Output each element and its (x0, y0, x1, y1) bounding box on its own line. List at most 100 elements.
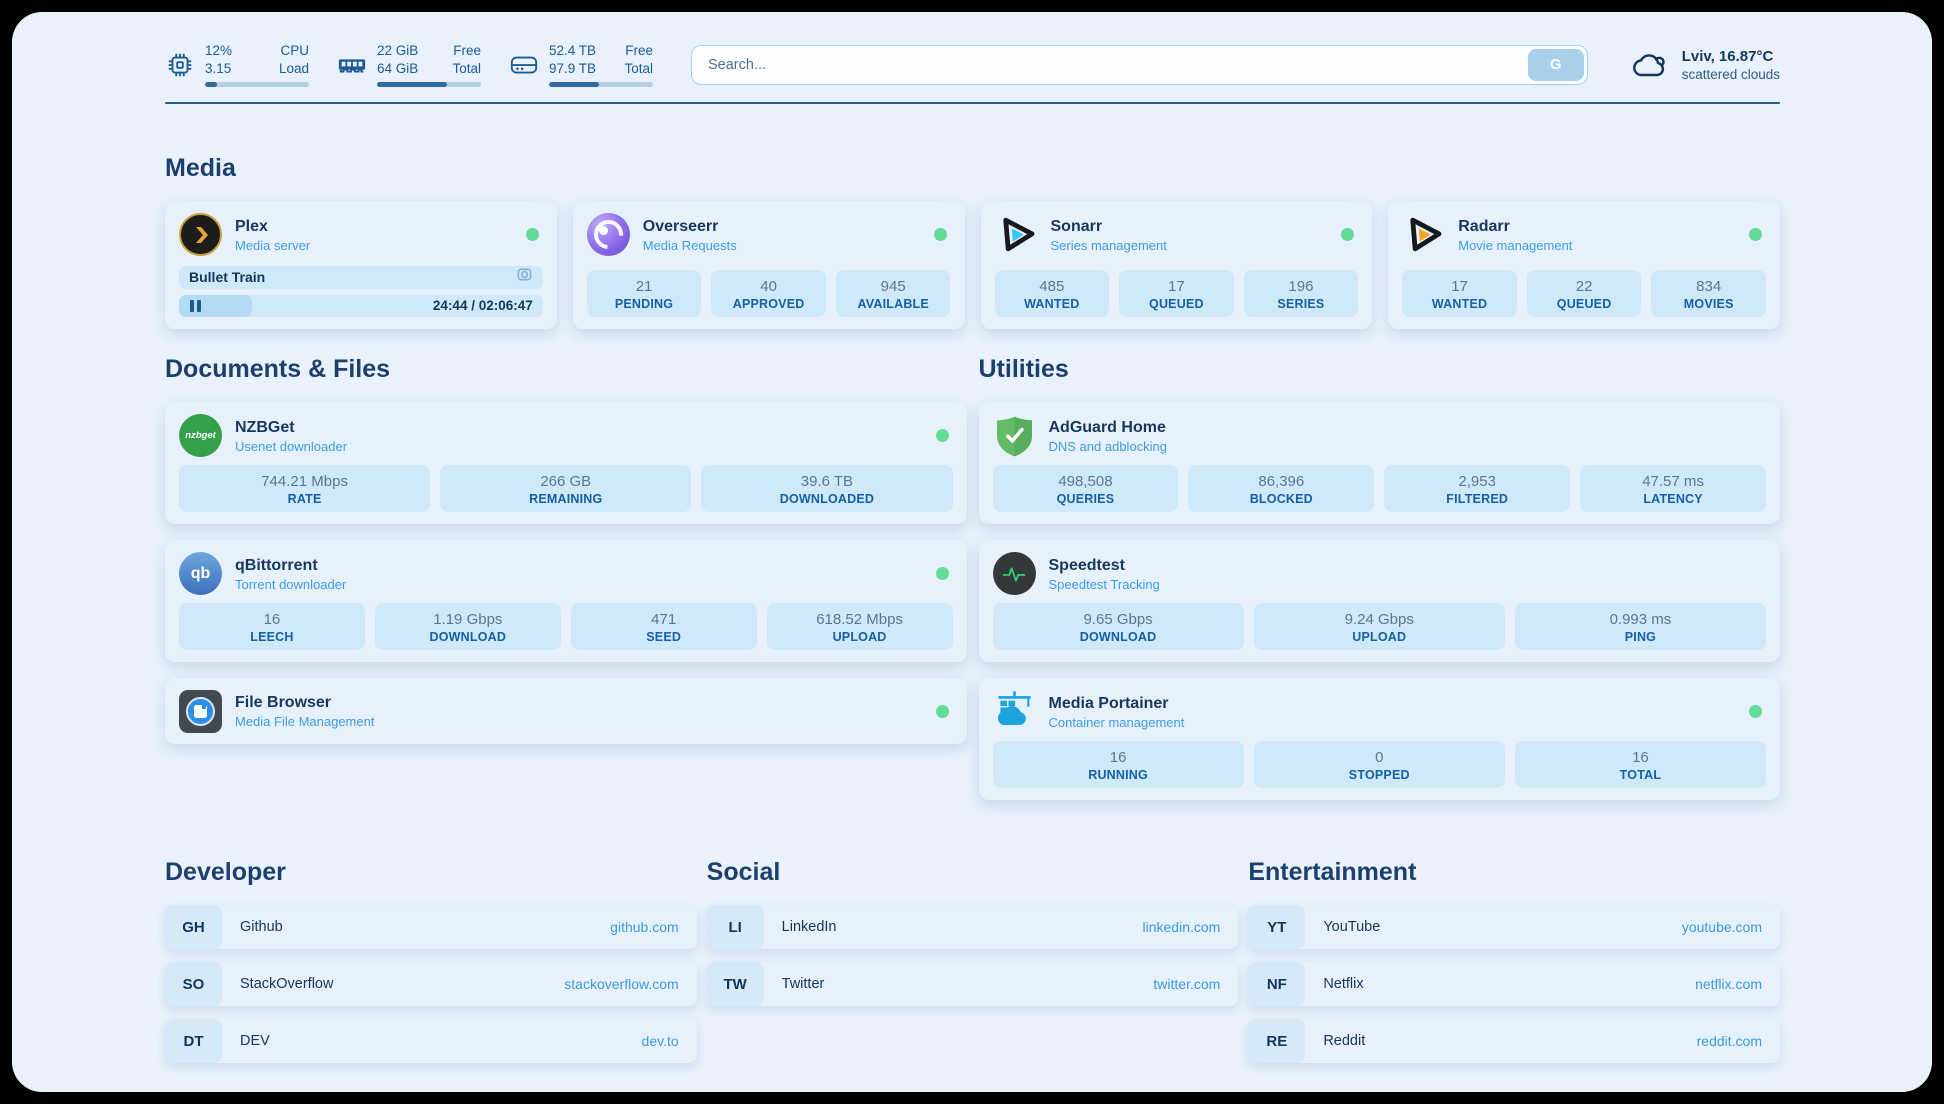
link-url: twitter.com (1153, 976, 1221, 993)
cpu-progress-bar (205, 82, 309, 88)
link-abbr: YT (1248, 905, 1306, 950)
link-abbr: DT (165, 1019, 222, 1064)
header-divider (165, 102, 1780, 105)
app-name: Overseerr (642, 217, 719, 235)
link-netflix[interactable]: NF Netflix netflix.com (1248, 962, 1780, 1007)
overseerr-icon (586, 213, 630, 257)
app-name: qBittorrent (235, 556, 318, 574)
card-adguard[interactable]: AdGuard Home DNS and adblocking 498,508 … (978, 402, 1780, 525)
filebrowser-icon (179, 689, 222, 733)
weather-location: Lviv, 16.87°C (1681, 47, 1774, 65)
card-speedtest[interactable]: Speedtest Speedtest Tracking 9.65 Gbps D… (978, 540, 1780, 663)
status-dot (935, 429, 949, 443)
disk-free-label: Free (625, 43, 653, 58)
now-playing-title: Bullet Train (189, 269, 266, 286)
stat-upload: 9.24 Gbps UPLOAD (1253, 602, 1505, 651)
speedtest-icon (992, 552, 1036, 596)
link-name: DEV (240, 1033, 270, 1050)
resource-memory: 22 GiB 64 GiB Free Total (337, 42, 481, 88)
section-title-entertainment: Entertainment (1248, 858, 1417, 887)
portainer-icon (993, 690, 1036, 733)
card-qbittorrent[interactable]: qb qBittorrent Torrent downloader 16 LEE… (165, 540, 967, 663)
card-plex[interactable]: Plex Media server Bullet Train (165, 201, 557, 330)
cloud-icon (1630, 45, 1670, 85)
status-dot (1749, 705, 1762, 719)
stat-running: 16 RUNNING (992, 740, 1244, 789)
stat-blocked: 86,396 BLOCKED (1188, 464, 1375, 513)
plex-icon (179, 213, 222, 257)
stat-wanted: 17 WANTED (1402, 269, 1517, 318)
section-documents: Documents & Files nzbget NZBGet Usenet d… (165, 355, 967, 800)
status-dot (933, 228, 947, 242)
disk-progress-bar (549, 82, 653, 88)
section-media: Media Plex Media server Bullet Train (165, 154, 1780, 330)
link-twitter[interactable]: TW Twitter twitter.com (706, 962, 1239, 1007)
search-engine-button[interactable]: G (1527, 48, 1584, 81)
stat-filtered: 2,953 FILTERED (1384, 464, 1571, 513)
link-name: StackOverflow (240, 976, 334, 993)
camera-icon[interactable] (516, 266, 533, 288)
card-nzbget[interactable]: nzbget NZBGet Usenet downloader 744.21 M… (165, 402, 967, 525)
disk-free-value: 52.4 TB (549, 43, 597, 58)
card-radarr[interactable]: Radarr Movie management 17 WANTED 22 QUE… (1388, 201, 1780, 330)
link-youtube[interactable]: YT YouTube youtube.com (1248, 905, 1780, 950)
stat-latency: 47.57 ms LATENCY (1580, 464, 1766, 513)
app-subtitle: DNS and adblocking (1048, 438, 1168, 454)
status-dot (935, 704, 949, 718)
stat-queued: 17 QUEUED (1119, 269, 1234, 318)
stat-queries: 498,508 QUERIES (992, 464, 1179, 513)
ram-free-label: Free (453, 43, 481, 58)
stat-stopped: 0 STOPPED (1253, 740, 1505, 789)
ram-total-label: Total (452, 60, 481, 76)
ram-total-value: 64 GiB (377, 60, 419, 76)
search-input[interactable] (692, 45, 1528, 84)
card-overseerr[interactable]: Overseerr Media Requests 21 PENDING 40 A… (572, 201, 965, 330)
card-portainer[interactable]: Media Portainer Container management 16 … (978, 678, 1780, 801)
stat-seed: 471 SEED (570, 602, 757, 651)
link-linkedin[interactable]: LI LinkedIn linkedin.com (706, 905, 1239, 950)
app-name: Plex (235, 217, 268, 235)
link-abbr: NF (1248, 962, 1306, 1007)
cpu-load-label: Load (278, 60, 309, 76)
link-url: github.com (610, 919, 679, 936)
status-dot (1341, 228, 1355, 242)
card-sonarr[interactable]: Sonarr Series management 485 WANTED 17 Q… (980, 201, 1373, 330)
link-dev[interactable]: DT DEV dev.to (165, 1019, 697, 1064)
app-name: Sonarr (1050, 217, 1103, 235)
stat-rate: 744.21 Mbps RATE (179, 464, 431, 513)
radarr-icon (1402, 213, 1445, 256)
link-abbr: SO (165, 962, 222, 1007)
card-filebrowser[interactable]: File Browser Media File Management (165, 678, 967, 745)
stat-leech: 16 LEECH (179, 602, 365, 651)
section-title-documents: Documents & Files (165, 355, 391, 384)
stat-approved: 40 APPROVED (711, 269, 826, 318)
stat-movies: 834 MOVIES (1651, 269, 1766, 318)
disk-total-label: Total (624, 60, 653, 76)
now-playing-row: Bullet Train (179, 266, 543, 289)
link-name: Reddit (1323, 1033, 1366, 1050)
resource-disk: 52.4 TB 97.9 TB Free Total (509, 42, 653, 88)
app-subtitle: Series management (1050, 237, 1167, 253)
app-name: Media Portainer (1048, 694, 1169, 712)
stat-remaining: 266 GB REMAINING (440, 464, 692, 513)
link-name: Twitter (781, 976, 825, 993)
link-stackoverflow[interactable]: SO StackOverflow stackoverflow.com (165, 962, 697, 1007)
cpu-progress-fill (205, 82, 218, 88)
section-developer: Developer GH Github github.com SO StackO… (165, 858, 697, 1064)
ram-progress-bar (377, 82, 481, 88)
status-dot (935, 567, 949, 581)
app-subtitle: Usenet downloader (235, 438, 348, 454)
link-github[interactable]: GH Github github.com (165, 905, 697, 950)
stat-queued: 22 QUEUED (1526, 269, 1642, 318)
weather-widget: Lviv, 16.87°C scattered clouds (1630, 45, 1780, 85)
ram-progress-fill (377, 82, 447, 88)
app-subtitle: Speedtest Tracking (1048, 576, 1160, 592)
stat-series: 196 SERIES (1243, 269, 1359, 318)
link-reddit[interactable]: RE Reddit reddit.com (1248, 1019, 1780, 1064)
section-title-social: Social (706, 858, 781, 887)
ram-icon (337, 50, 367, 80)
section-title-developer: Developer (165, 858, 286, 887)
stat-upload: 618.52 Mbps UPLOAD (766, 602, 953, 651)
pause-button[interactable] (190, 299, 201, 312)
top-bar: 12% 3.15 CPU Load (165, 12, 1780, 88)
